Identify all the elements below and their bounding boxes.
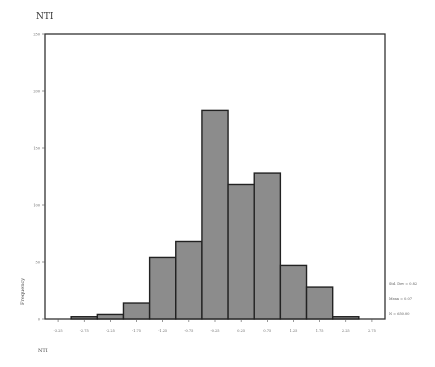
y-tick-label: 250 [33,32,40,36]
bar-group [70,109,360,320]
histogram-bar [253,172,282,320]
x-tick-label: -3.25 [54,329,63,333]
histogram-bar [305,286,334,320]
histogram-bar [148,256,177,320]
x-axis-ticks: -3.25 -2.75 -2.25 -1.75 -1.25 -0.75 -0.25 0.25 0… [54,319,376,333]
stats-legend-item: Std. Dev = 0.82 [389,282,417,286]
x-tick-label: -1.75 [132,329,141,333]
x-tick-label: -0.25 [211,329,220,333]
x-tick-label: -0.75 [184,329,193,333]
histogram-bar [201,109,229,320]
y-axis-label: Frequency [20,278,26,305]
histogram-bar [96,313,125,320]
x-tick-label: -2.25 [106,329,115,333]
histogram-bar [175,240,203,320]
y-tick-label: 50 [36,260,40,264]
stats-legend: Std. Dev = 0.82 Mean = 0.07 N = 650.00 [389,282,417,316]
y-axis-ticks: 0 50 100 150 200 250 [33,32,45,321]
x-tick-label: 0.25 [237,329,245,333]
y-tick-label: 0 [38,317,40,321]
stats-legend-item: Mean = 0.07 [389,297,412,301]
chart-title: NTI [36,12,54,22]
x-tick-label: 2.75 [368,329,376,333]
x-tick-label: -1.25 [158,329,167,333]
x-tick-label: 2.25 [342,329,350,333]
histogram-bar [279,264,308,320]
histogram-bar [122,302,151,320]
histogram-bar [331,316,360,320]
x-tick-label: 0.75 [263,329,271,333]
x-axis-label: NTI [38,348,48,354]
x-tick-label: -2.75 [80,329,89,333]
stats-legend-item: N = 650.00 [389,312,409,316]
histogram-bar [70,316,99,320]
x-tick-label: 1.75 [316,329,324,333]
y-tick-label: 100 [33,203,40,207]
y-tick-label: 150 [33,146,40,150]
x-tick-label: 1.25 [290,329,298,333]
y-tick-label: 200 [33,89,40,93]
histogram-bar [227,183,255,320]
